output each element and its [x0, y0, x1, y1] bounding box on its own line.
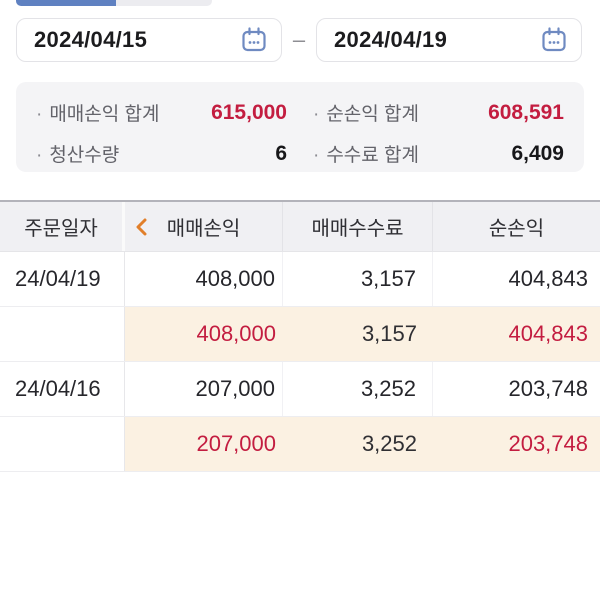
- summary-label: 수수료 합계: [326, 145, 420, 166]
- cell-trade-fee: 3,157: [283, 252, 433, 306]
- results-table: 주문일자 매매손익 매매수수료 순손익 24/04/19 408,000 3,1…: [0, 200, 600, 472]
- cell-trade-pnl: 408,000: [125, 307, 283, 361]
- bullet-icon: ·: [36, 104, 43, 125]
- start-date-input[interactable]: 2024/04/15: [16, 18, 282, 62]
- summary-value: 608,591: [488, 100, 564, 124]
- summary-label: 청산수량: [49, 145, 120, 166]
- chevron-left-icon[interactable]: [134, 218, 148, 236]
- header-order-date[interactable]: 주문일자: [0, 202, 125, 251]
- cell-order-date: 24/04/19: [0, 252, 125, 306]
- cell-net-pnl: 203,748: [433, 417, 600, 471]
- bullet-icon: ·: [313, 104, 320, 125]
- summary-label: 순손익 합계: [326, 104, 420, 125]
- table-row[interactable]: 24/04/16 207,000 3,252 203,748: [0, 362, 600, 417]
- table-row[interactable]: 24/04/19 408,000 3,157 404,843: [0, 252, 600, 307]
- cell-trade-pnl: 207,000: [125, 362, 283, 416]
- summary-value: 6: [275, 141, 287, 165]
- start-date-value: 2024/04/15: [34, 27, 148, 52]
- header-trade-pnl[interactable]: 매매손익: [125, 202, 283, 251]
- cell-trade-pnl: 207,000: [125, 417, 283, 471]
- cell-trade-fee: 3,157: [283, 307, 433, 361]
- cell-trade-fee: 3,252: [283, 417, 433, 471]
- date-range-separator: –: [292, 27, 306, 52]
- summary-item-liquidated-qty: · 청산수량 6: [36, 140, 287, 167]
- active-tab-segment[interactable]: [16, 0, 116, 6]
- end-date-input[interactable]: 2024/04/19: [316, 18, 582, 62]
- calendar-icon[interactable]: [540, 26, 568, 54]
- cell-order-date: [0, 307, 125, 361]
- table-header: 주문일자 매매손익 매매수수료 순손익: [0, 200, 600, 252]
- summary-item-total-fee: · 수수료 합계 6,409: [313, 140, 564, 167]
- cell-order-date: [0, 417, 125, 471]
- cell-net-pnl: 404,843: [508, 266, 588, 291]
- cell-net-pnl: 404,843: [433, 307, 600, 361]
- summary-value: 615,000: [211, 100, 287, 124]
- summary-item-net-pnl: · 순손익 합계 608,591: [313, 99, 564, 126]
- header-label: 매매손익: [166, 218, 241, 240]
- cell-order-date: 24/04/16: [0, 362, 125, 416]
- bullet-icon: ·: [313, 145, 320, 166]
- top-tab-indicator[interactable]: [16, 0, 212, 6]
- date-range-picker: 2024/04/15 – 2024/04/19: [16, 18, 584, 62]
- summary-item-total-pnl: · 매매손익 합계 615,000: [36, 99, 287, 126]
- cell-net-pnl: 203,748: [508, 376, 588, 401]
- summary-panel: · 매매손익 합계 615,000 · 순손익 합계 608,591 · 청산수량 6…: [16, 82, 584, 172]
- table-row-subtotal[interactable]: 207,000 3,252 203,748: [0, 417, 600, 472]
- table-row-subtotal[interactable]: 408,000 3,157 404,843: [0, 307, 600, 362]
- header-net-pnl[interactable]: 순손익: [488, 218, 545, 240]
- summary-label: 매매손익 합계: [49, 104, 160, 125]
- cell-trade-pnl: 408,000: [125, 252, 283, 306]
- bullet-icon: ·: [36, 145, 43, 166]
- cell-trade-fee: 3,252: [283, 362, 433, 416]
- inactive-tab-segment[interactable]: [116, 0, 212, 6]
- header-trade-fee[interactable]: 매매수수료: [283, 202, 433, 251]
- summary-value: 6,409: [511, 141, 564, 165]
- calendar-icon[interactable]: [240, 26, 268, 54]
- end-date-value: 2024/04/19: [334, 27, 448, 52]
